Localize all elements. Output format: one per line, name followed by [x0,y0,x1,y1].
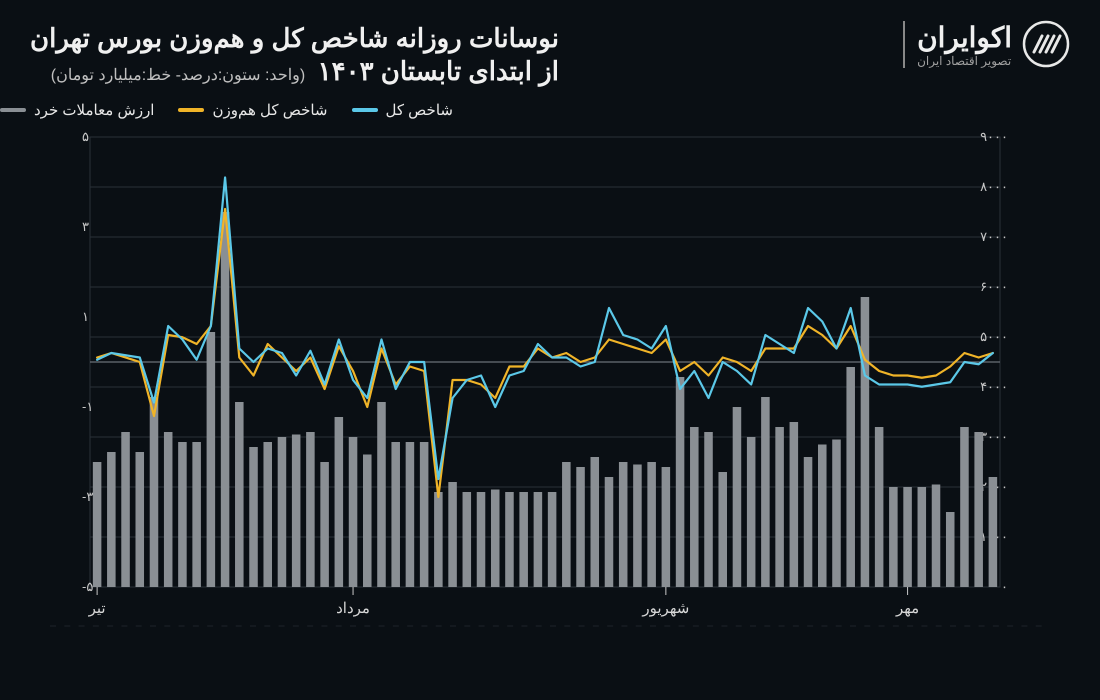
legend-swatch [0,108,26,112]
svg-text:۶۰۰۰: ۶۰۰۰ [980,279,1008,294]
svg-text:۳۰۰۰: ۳۰۰۰ [980,429,1008,444]
logo-icon [1022,20,1070,68]
legend-label: شاخص کل [386,101,453,119]
svg-text:۰: ۰ [1001,579,1008,594]
svg-text:۵: ۵ [82,129,89,144]
svg-text:۴۰۰۰: ۴۰۰۰ [980,379,1008,394]
logo-name: اکوایران [917,21,1012,54]
svg-text:۸۰۰۰: ۸۰۰۰ [980,179,1008,194]
svg-text:۱-: ۱- [82,399,93,414]
legend-item-total: شاخص کل [352,101,453,119]
svg-text:۹۰۰۰: ۹۰۰۰ [980,129,1008,144]
legend-label: شاخص کل هم‌وزن [212,101,327,119]
chart-unit-label: (واحد: ستون:درصد- خط:میلیارد تومان) [51,67,305,84]
svg-text:شهریور: شهریور [641,600,689,617]
legend-item-volume: ارزش معاملات خرد [0,101,154,119]
svg-text:۳-: ۳- [82,489,93,504]
chart-title-line1: نوسانات روزانه شاخص کل و هم‌وزن بورس تهر… [30,20,559,56]
chart-area: ۰۱۰۰۰۲۰۰۰۳۰۰۰۴۰۰۰۵۰۰۰۶۰۰۰۷۰۰۰۸۰۰۰۹۰۰۰۵-۳… [50,127,1050,627]
brand-logo: اکوایران تصویر اقتصاد ایران [903,20,1070,68]
svg-text:تیر: تیر [88,600,106,617]
logo-tagline: تصویر اقتصاد ایران [917,54,1012,68]
legend: شاخص کل شاخص کل هم‌وزن ارزش معاملات خرد [0,97,1100,127]
header: اکوایران تصویر اقتصاد ایران نوسانات روزا… [0,0,1100,97]
legend-swatch [352,108,378,112]
chart-title-line2: از ابتدای تابستان ۱۴۰۳ [318,56,559,86]
chart-svg: ۰۱۰۰۰۲۰۰۰۳۰۰۰۴۰۰۰۵۰۰۰۶۰۰۰۷۰۰۰۸۰۰۰۹۰۰۰۵-۳… [50,127,1050,627]
svg-text:مرداد: مرداد [336,600,370,617]
legend-label: ارزش معاملات خرد [34,101,154,119]
svg-text:۷۰۰۰: ۷۰۰۰ [980,229,1008,244]
svg-text:۳: ۳ [82,219,89,234]
svg-text:۱: ۱ [82,309,89,324]
legend-item-equal: شاخص کل هم‌وزن [178,101,327,119]
svg-text:۵۰۰۰: ۵۰۰۰ [980,329,1008,344]
legend-swatch [178,108,204,112]
svg-text:۵-: ۵- [82,579,93,594]
svg-text:مهر: مهر [895,600,919,617]
chart-title-block: نوسانات روزانه شاخص کل و هم‌وزن بورس تهر… [30,20,559,87]
